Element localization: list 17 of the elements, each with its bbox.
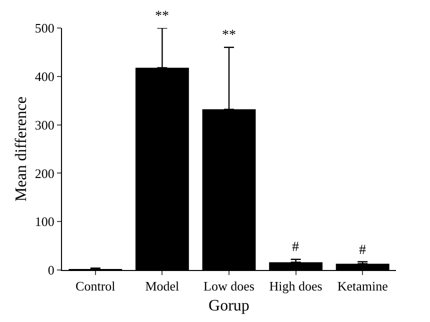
y-tick-label: 500 [34, 20, 54, 36]
x-tick-label: High does [269, 278, 322, 294]
y-axis-title: Mean difference [12, 96, 30, 202]
y-tick-label: 100 [34, 214, 54, 230]
x-axis-title: Gorup [208, 297, 250, 314]
y-tick-label: 0 [48, 262, 54, 278]
y-tick-label: 400 [34, 68, 54, 84]
x-tick-label: Ketamine [337, 278, 388, 294]
x-tick-label: Low does [204, 278, 254, 294]
annotation: ** [155, 9, 169, 24]
annotation: # [292, 240, 299, 255]
x-tick-label: Control [76, 278, 116, 294]
annotation: ** [222, 28, 236, 43]
x-tick-label: Model [145, 278, 180, 294]
y-tick-label: 300 [34, 117, 54, 132]
y-tick-label: 200 [34, 166, 54, 181]
annotation: # [359, 243, 366, 258]
